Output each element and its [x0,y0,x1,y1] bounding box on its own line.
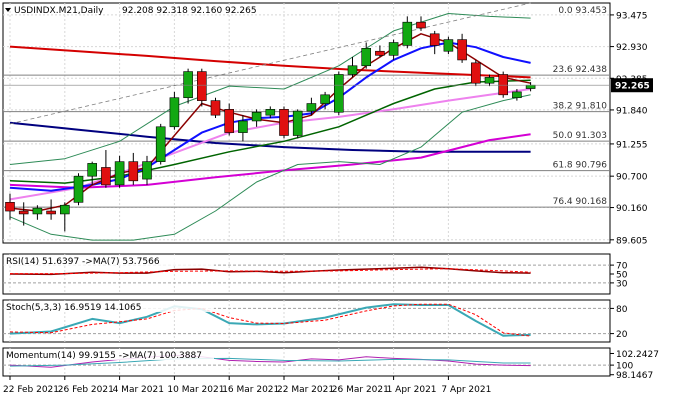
candle-body [73,175,84,203]
rsi-series-line [10,268,531,275]
candle-body [484,77,495,84]
price-tick-label: 89.605 [616,236,648,246]
candle-body [87,163,97,177]
candle-body [5,202,15,212]
indicator-line [9,2,531,125]
candle-body [46,210,56,215]
price-tick-label: 91.840 [616,106,648,116]
date-tick-label: 10 Mar 2021 [167,385,224,395]
candle-body [59,204,70,215]
candle-body [416,21,426,29]
momentum-label: Momentum(14) 99.9155 ->MA(7) 100.3887 [6,351,202,361]
momentum-label-bg [4,349,214,360]
candle-body [32,207,43,215]
last-price-label: 92.265 [615,82,650,92]
stoch-label: Stoch(5,3,3) 16.9519 14.1065 [6,303,141,313]
candle-body [320,94,330,104]
candle-body [361,48,372,67]
candle-body [279,109,289,136]
candle-body [470,62,481,84]
candle-body [210,100,221,116]
date-tick-label: 26 Feb 2021 [58,385,114,395]
date-tick-label: 22 Mar 2021 [277,385,334,395]
collapse-triangle-icon [5,8,11,12]
rsi-series-line [9,266,531,276]
candle-body [429,33,440,46]
date-tick-label: 7 Apr 2021 [441,385,491,395]
fib-level-label: 76.4 90.168 [553,197,608,207]
momentum-tick-label: 100 [616,362,633,372]
chart-symbol-label: USDINDX.M21,Daily [14,6,104,16]
candle-body [388,42,399,56]
date-tick-label: 22 Feb 2021 [3,385,59,395]
rsi-tick-label: 70 [616,262,628,272]
date-tick-label: 1 Apr 2021 [387,385,437,395]
indicator-line [9,13,531,165]
candle-body [169,97,180,128]
candle-body [238,120,248,133]
date-tick-label: 4 Mar 2021 [113,385,164,395]
candle-body [101,167,111,186]
rsi-tick-label: 50 [616,271,628,281]
candle-body [18,210,29,215]
chart-ohlc-values: 92.208 92.318 92.160 92.265 [122,6,257,16]
rsi-label-bg [4,255,214,266]
candle-body [183,71,193,99]
stoch-series-line [9,303,531,337]
candle-body [128,161,139,182]
indicator-line [9,133,531,189]
indicator-line [9,121,531,153]
momentum-tick-label: 102.2427 [616,350,659,360]
fib-level-label: 50.0 91.303 [553,131,607,141]
last-price-box [611,78,653,93]
momentum-series-line [9,357,531,367]
candle-body [265,109,276,116]
candle-body [142,161,152,180]
candle-body [197,71,207,101]
candle-body [443,39,454,52]
candle-body [512,91,522,99]
candle-body [224,109,234,133]
candle-body [306,103,317,112]
fib-level-label: 38.2 91.810 [553,102,608,112]
momentum-tick-label: 98.1467 [616,371,653,381]
candle-body [375,50,385,56]
date-tick-label: 26 Mar 2021 [332,385,389,395]
price-tick-label: 93.475 [616,11,648,21]
price-tick-label: 90.160 [616,204,648,214]
candle-body [498,74,509,96]
indicator-line [9,94,531,241]
candle-body [251,111,262,122]
date-tick-label: 16 Mar 2021 [222,385,279,395]
rsi-tick-label: 30 [616,279,628,289]
candle-body [292,110,303,136]
candle-body [402,21,413,46]
candle-body [114,161,125,186]
rsi-label: RSI(14) 51.6397 ->MA(7) 53.7566 [6,257,160,267]
indicator-line [9,45,531,79]
stoch-tick-label: 20 [616,330,628,340]
candle-body [333,74,344,113]
candle-body [155,126,166,162]
pane-frame-main [2,2,611,244]
price-tick-label: 91.255 [616,140,648,150]
stoch-tick-label: 80 [616,305,628,315]
candle-body [525,84,536,89]
stoch-label-bg [4,301,214,312]
fib-level-label: 0.0 93.453 [558,6,607,16]
price-tick-label: 90.700 [616,173,648,183]
price-tick-label: 92.930 [616,43,648,53]
fib-level-label: 23.6 92.438 [553,65,608,75]
candle-body [347,65,358,75]
candle-body [457,39,467,61]
fib-level-label: 61.8 90.796 [553,161,608,171]
